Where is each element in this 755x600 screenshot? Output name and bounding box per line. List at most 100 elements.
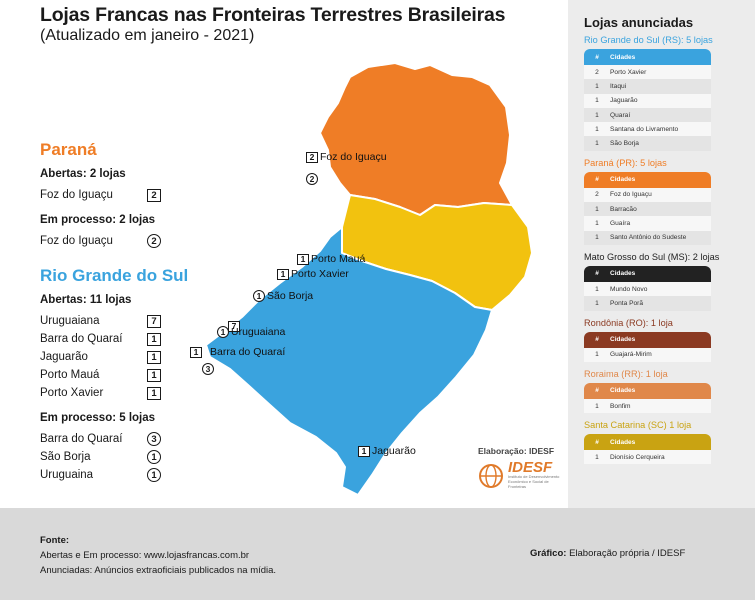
open-count-box: 7	[228, 320, 240, 332]
process-count-circle: 2	[306, 173, 318, 185]
map-label-porto-maua: 1 Porto Mauá	[297, 253, 365, 265]
row-city: Guaíra	[610, 220, 631, 228]
table-row: 1 Guaíra	[584, 216, 711, 231]
process-count-circle: 3	[147, 432, 161, 446]
stores-table: # Cidades 2 Porto Xavier 1 Itaqui 1 Jaguarão 1 Qu…	[584, 49, 711, 151]
row-city: Jaguarão	[610, 97, 638, 105]
open-count-box: 7	[147, 314, 161, 328]
row-count: 1	[595, 453, 599, 461]
map-label-foz-do-iguacu: 2 Foz do Iguaçu	[306, 151, 387, 163]
header-city: Cidades	[610, 176, 636, 184]
row-city: São Borja	[610, 140, 639, 148]
row-city: Mundo Novo	[610, 285, 648, 293]
city-name: Uruguaina	[40, 469, 94, 481]
city-name: Porto Mauá	[40, 369, 100, 381]
footer: Fonte: Abertas e Em processo: www.lojasf…	[0, 508, 755, 600]
table-row: 1 Barracão	[584, 202, 711, 217]
open-count-box: 1	[358, 445, 370, 457]
open-count-box: 1	[277, 268, 289, 280]
rs-open-row: Barra do Quaraí 1	[40, 330, 161, 348]
city-name: Barra do Quaraí	[40, 433, 123, 445]
globe-icon	[479, 463, 503, 488]
rs-open-row: Porto Mauá 1	[40, 366, 161, 384]
header-city: Cidades	[610, 336, 636, 344]
table-row: 1 Santo Antônio do Sudeste	[584, 230, 711, 245]
section-title: Roraima (RR): 1 loja	[584, 368, 668, 379]
table-row: 1 Itaqui	[584, 79, 711, 94]
page-subtitle: (Atualizado em janeiro - 2021)	[40, 27, 255, 44]
announced-title: Lojas anunciadas	[584, 15, 694, 30]
table-header: # Cidades	[584, 331, 711, 348]
rio-grande-do-sul-region	[205, 226, 493, 496]
footer-source: Fonte: Abertas e Em processo: www.lojasf…	[40, 533, 276, 578]
process-count-circle: 3	[202, 363, 214, 375]
parana-open-row: Foz do Iguaçu 2	[40, 186, 161, 204]
header-num: #	[595, 438, 599, 446]
row-city: Ponta Porã	[610, 299, 643, 307]
map-city-name: Uruguaiana	[231, 326, 286, 338]
section-title: Paraná (PR): 5 lojas	[584, 157, 667, 168]
row-city: Itaqui	[610, 82, 627, 90]
announced-stores-panel: Lojas anunciadas Rio Grande do Sul (RS):…	[568, 0, 755, 508]
city-name: Foz do Iguaçu	[40, 189, 113, 201]
parana-region	[319, 62, 513, 216]
stores-table: # Cidades 1 Bonfim	[584, 382, 711, 414]
row-count: 1	[595, 205, 599, 213]
row-city: Porto Xavier	[610, 68, 647, 76]
page-title: Lojas Francas nas Fronteiras Terrestres …	[40, 4, 506, 26]
header-city: Cidades	[610, 438, 636, 446]
map-city-name: Jaguarão	[372, 445, 416, 457]
stores-table: # Cidades 1 Dionísio Cerqueira	[584, 434, 711, 465]
map-marker-uruguaiana-open: 7	[228, 316, 240, 334]
footer-graph-text: Elaboração própria / IDESF	[569, 548, 686, 559]
row-count: 1	[595, 299, 599, 307]
row-count: 1	[595, 111, 599, 119]
header-city: Cidades	[610, 270, 636, 278]
map-label-jaguarao: 1 Jaguarão	[358, 445, 416, 457]
map-credit: Elaboração: IDESF	[478, 446, 555, 456]
map-city-name: Porto Xavier	[291, 268, 349, 280]
row-city: Quaraí	[610, 111, 631, 119]
city-name: Foz do Iguaçu	[40, 235, 113, 247]
parana-process-title: Em processo: 2 lojas	[40, 214, 156, 226]
open-count-box: 2	[306, 151, 318, 163]
footer-source-title: Fonte:	[40, 535, 70, 546]
map-marker-foz-process: 2	[306, 169, 318, 187]
row-count: 1	[595, 220, 599, 228]
parana-process-row: Foz do Iguaçu 2	[40, 232, 161, 250]
footer-graph-label: Gráfico:	[530, 548, 567, 559]
open-count-box: 1	[147, 350, 161, 364]
row-count: 1	[595, 351, 599, 359]
row-count: 1	[595, 234, 599, 242]
footer-source-line-2: Anunciadas: Anúncios extraoficiais publi…	[40, 565, 277, 576]
map-marker-barra-process: 3	[202, 359, 214, 377]
table-header: # Cidades	[584, 265, 711, 282]
rs-open-row: Porto Xavier 1	[40, 384, 161, 402]
section-title: Mato Grosso do Sul (MS): 2 lojas	[584, 251, 720, 262]
table-row: 2 Porto Xavier	[584, 65, 711, 80]
parana-open-title: Abertas: 2 lojas	[40, 168, 126, 180]
city-name: Barra do Quaraí	[40, 333, 123, 345]
table-header: # Cidades	[584, 171, 711, 188]
row-count: 1	[595, 97, 599, 105]
table-row: 1 Dionísio Cerqueira	[584, 450, 711, 465]
table-row: 1 Santana do Livramento	[584, 122, 711, 137]
section-title: Rondônia (RO): 1 loja	[584, 317, 673, 328]
process-count-circle: 1	[217, 326, 229, 338]
map-city-name: São Borja	[267, 290, 314, 302]
row-city: Santana do Livramento	[610, 125, 679, 133]
footer-graph-credit: Gráfico: Elaboração própria / IDESF	[530, 548, 685, 559]
table-row: 1 Ponta Porã	[584, 296, 711, 311]
row-count: 1	[595, 285, 599, 293]
table-row: 1 Guajará-Mirim	[584, 347, 711, 362]
rs-open-row: Jaguarão 1	[40, 348, 161, 366]
map-label-barra-do-quarai: 1 Barra do Quaraí	[190, 346, 285, 358]
header-num: #	[595, 387, 599, 395]
open-count-box: 1	[297, 253, 309, 265]
row-city: Santo Antônio do Sudeste	[610, 234, 687, 242]
rs-open-title: Abertas: 11 lojas	[40, 294, 132, 306]
stores-table: # Cidades 1 Guajará-Mirim	[584, 331, 711, 362]
idesf-logo: IDESF Instituto de Desenvolvimento Econô…	[478, 460, 564, 489]
table-row: 1 Jaguarão	[584, 93, 711, 108]
logo-subtitle: Instituto de Desenvolvimento Econômico e…	[508, 474, 560, 489]
